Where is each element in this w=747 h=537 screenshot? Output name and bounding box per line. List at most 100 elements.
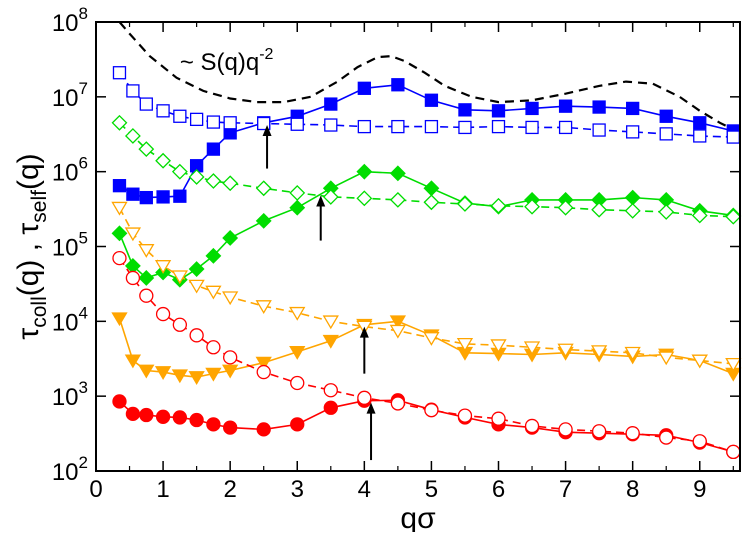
series-4 bbox=[111, 114, 742, 225]
data-point bbox=[222, 175, 239, 192]
arrow bbox=[316, 195, 326, 241]
data-point bbox=[256, 422, 271, 437]
data-point bbox=[112, 179, 127, 193]
data-point bbox=[112, 66, 127, 80]
y-tick-base: 10 bbox=[52, 10, 79, 37]
data-point bbox=[624, 346, 641, 361]
data-point bbox=[138, 141, 155, 158]
data-point bbox=[206, 340, 221, 355]
data-point bbox=[139, 190, 153, 205]
data-point bbox=[125, 270, 141, 286]
data-point bbox=[255, 212, 272, 229]
data-point bbox=[172, 410, 188, 425]
annotation-exponent: -2 bbox=[259, 46, 273, 63]
y-tick-label: 105 bbox=[52, 229, 88, 262]
data-point bbox=[591, 201, 608, 218]
data-point bbox=[223, 420, 238, 435]
y-tick-exponent: 3 bbox=[79, 378, 88, 397]
y-tick-exponent: 7 bbox=[79, 79, 88, 98]
data-point bbox=[189, 328, 204, 343]
data-point bbox=[558, 99, 573, 113]
data-point bbox=[139, 97, 153, 111]
data-point bbox=[222, 230, 239, 246]
data-point bbox=[591, 424, 607, 439]
x-tick-label: 6 bbox=[492, 476, 505, 503]
arrow-head bbox=[366, 402, 376, 414]
x-tick-label: 8 bbox=[626, 476, 639, 503]
data-point bbox=[389, 191, 406, 208]
data-point bbox=[491, 411, 506, 426]
data-point bbox=[124, 128, 141, 144]
data-point bbox=[126, 84, 140, 98]
data-point bbox=[558, 120, 573, 135]
data-point bbox=[558, 422, 573, 437]
data-point bbox=[693, 129, 707, 143]
data-point bbox=[658, 203, 675, 220]
x-tick-label: 4 bbox=[358, 476, 371, 503]
tick-layer bbox=[95, 21, 740, 472]
y-tick-label: 104 bbox=[52, 303, 88, 336]
data-point bbox=[124, 354, 142, 369]
data-point bbox=[323, 400, 338, 415]
data-point bbox=[255, 180, 272, 197]
data-point bbox=[155, 152, 172, 169]
data-point bbox=[223, 350, 238, 365]
annotation-label: ~ S(q)q-2 bbox=[180, 46, 274, 76]
data-point bbox=[693, 116, 707, 130]
data-point bbox=[289, 306, 306, 321]
data-point bbox=[592, 123, 606, 137]
data-point bbox=[659, 430, 674, 445]
data-point bbox=[525, 101, 539, 116]
y-title-sub-self: self bbox=[28, 190, 51, 223]
data-point bbox=[456, 337, 474, 352]
data-point bbox=[289, 184, 306, 201]
data-point bbox=[205, 367, 222, 382]
y-tick-exponent: 8 bbox=[79, 4, 88, 23]
data-point bbox=[112, 250, 127, 266]
series-layer bbox=[111, 21, 742, 460]
y-tick-label: 102 bbox=[52, 453, 88, 486]
data-point bbox=[423, 194, 440, 211]
series-1 bbox=[112, 78, 740, 205]
y-tick-base: 10 bbox=[52, 160, 79, 187]
data-point bbox=[357, 390, 372, 405]
data-point bbox=[205, 173, 222, 189]
data-point bbox=[457, 196, 473, 212]
y-title-arg-self: (q) bbox=[12, 153, 45, 190]
data-point bbox=[189, 112, 204, 127]
data-point bbox=[525, 120, 539, 135]
data-point bbox=[188, 279, 205, 294]
data-point bbox=[111, 225, 128, 242]
data-point bbox=[356, 190, 373, 207]
data-point bbox=[458, 120, 472, 135]
data-point bbox=[390, 396, 406, 411]
y-tick-exponent: 5 bbox=[79, 229, 88, 248]
y-title-separator: , bbox=[12, 235, 45, 260]
arrow-head bbox=[316, 195, 326, 207]
series-6 bbox=[111, 201, 742, 372]
data-point bbox=[423, 180, 440, 197]
series-8 bbox=[112, 250, 741, 460]
data-point bbox=[692, 434, 707, 449]
plot-frame bbox=[95, 21, 741, 472]
data-point bbox=[290, 417, 305, 432]
series-7 bbox=[112, 393, 741, 460]
data-point bbox=[188, 261, 205, 277]
data-point bbox=[124, 227, 142, 242]
data-point bbox=[391, 119, 405, 134]
data-point bbox=[659, 127, 673, 141]
data-point bbox=[173, 189, 187, 203]
data-point bbox=[205, 247, 222, 264]
data-point bbox=[289, 199, 306, 216]
data-point bbox=[658, 351, 675, 366]
data-point bbox=[222, 291, 239, 306]
series-line bbox=[118, 21, 738, 132]
data-point bbox=[138, 364, 155, 379]
data-point bbox=[139, 407, 154, 423]
data-point bbox=[222, 364, 239, 379]
data-point bbox=[491, 119, 506, 134]
x-tick-label: 2 bbox=[223, 476, 236, 503]
data-point bbox=[691, 354, 708, 369]
